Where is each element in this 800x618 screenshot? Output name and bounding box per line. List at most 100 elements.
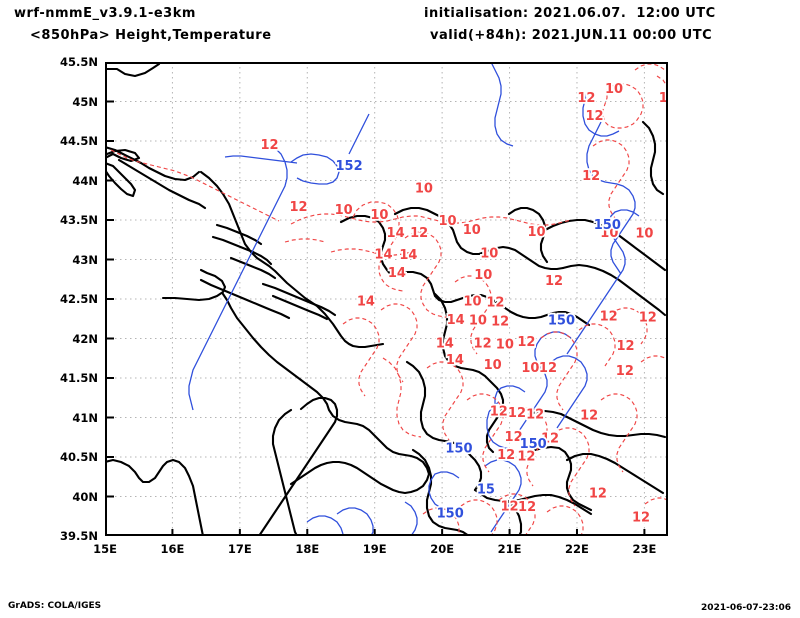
svg-text:10: 10 xyxy=(463,295,481,310)
svg-text:15: 15 xyxy=(477,483,495,498)
svg-text:12: 12 xyxy=(518,500,536,515)
svg-text:14: 14 xyxy=(388,266,406,281)
y-axis-tick-label: 41N xyxy=(72,410,98,425)
initialisation-time: initialisation: 2021.06.07. 12:00 UTC xyxy=(424,6,716,21)
svg-text:10: 10 xyxy=(600,226,618,241)
svg-text:12: 12 xyxy=(582,169,600,184)
svg-text:10: 10 xyxy=(635,227,653,242)
y-axis-tick-label: 39.5N xyxy=(60,529,98,543)
svg-text:14: 14 xyxy=(399,248,417,263)
x-axis-tick-label: 16E xyxy=(160,542,185,556)
svg-text:10: 10 xyxy=(474,268,492,283)
svg-text:1: 1 xyxy=(659,91,668,106)
svg-text:12: 12 xyxy=(539,361,557,376)
svg-text:14: 14 xyxy=(447,313,465,328)
svg-text:12: 12 xyxy=(486,295,504,310)
svg-text:12: 12 xyxy=(582,169,600,184)
svg-text:12: 12 xyxy=(616,364,634,379)
svg-text:10: 10 xyxy=(480,246,498,261)
grads-credit: GrADS: COLA/IGES xyxy=(8,601,102,611)
svg-text:12: 12 xyxy=(517,335,535,350)
svg-text:12: 12 xyxy=(589,487,607,502)
y-axis-tick-label: 45.5N xyxy=(60,55,98,69)
svg-text:12: 12 xyxy=(490,404,508,419)
svg-text:10: 10 xyxy=(605,82,623,97)
svg-text:150: 150 xyxy=(445,442,472,457)
svg-text:12: 12 xyxy=(518,500,536,515)
svg-text:12: 12 xyxy=(541,431,559,446)
svg-text:15: 15 xyxy=(477,483,495,498)
svg-text:10: 10 xyxy=(370,208,388,223)
y-axis-tick-label: 43N xyxy=(72,252,98,267)
svg-text:12: 12 xyxy=(486,295,504,310)
svg-text:12: 12 xyxy=(410,226,428,241)
svg-text:12: 12 xyxy=(410,226,428,241)
svg-text:14: 14 xyxy=(387,226,405,241)
svg-text:14: 14 xyxy=(446,353,464,368)
svg-text:12: 12 xyxy=(505,430,523,445)
svg-text:150: 150 xyxy=(437,506,464,521)
svg-text:12: 12 xyxy=(508,406,526,421)
svg-text:12: 12 xyxy=(616,339,634,354)
x-axis-tick-label: 17E xyxy=(227,542,252,556)
field-subtitle: <850hPa> Height,Temperature xyxy=(30,28,272,43)
svg-text:14: 14 xyxy=(447,313,465,328)
svg-text:12: 12 xyxy=(517,335,535,350)
svg-text:14: 14 xyxy=(399,248,417,263)
svg-text:12: 12 xyxy=(580,408,598,423)
svg-text:10: 10 xyxy=(463,295,481,310)
svg-text:150: 150 xyxy=(594,218,621,233)
svg-text:10: 10 xyxy=(415,182,433,197)
svg-text:10: 10 xyxy=(484,358,502,373)
svg-text:12: 12 xyxy=(497,448,515,463)
svg-text:150: 150 xyxy=(520,437,547,452)
svg-text:10: 10 xyxy=(463,223,481,238)
y-axis-tick-label: 41.5N xyxy=(60,371,98,385)
gridlines xyxy=(105,62,668,536)
x-axis-tick-label: 23E xyxy=(632,542,657,556)
svg-text:10: 10 xyxy=(370,208,388,223)
svg-text:12: 12 xyxy=(589,487,607,502)
x-axis-tick-label: 15E xyxy=(93,542,117,556)
svg-text:12: 12 xyxy=(526,408,544,423)
svg-text:150: 150 xyxy=(548,314,575,329)
svg-text:14: 14 xyxy=(374,247,392,262)
svg-text:12: 12 xyxy=(585,109,603,124)
svg-text:12: 12 xyxy=(289,200,307,215)
svg-text:10: 10 xyxy=(600,226,618,241)
svg-text:10: 10 xyxy=(527,225,545,240)
svg-text:10: 10 xyxy=(496,337,514,352)
svg-text:12: 12 xyxy=(545,274,563,289)
svg-text:12: 12 xyxy=(497,448,515,463)
svg-text:12: 12 xyxy=(639,310,657,325)
svg-text:10: 10 xyxy=(438,214,456,229)
svg-text:12: 12 xyxy=(491,314,509,329)
svg-text:12: 12 xyxy=(260,138,278,153)
svg-text:12: 12 xyxy=(600,310,618,325)
svg-text:12: 12 xyxy=(616,339,634,354)
svg-text:14: 14 xyxy=(374,247,392,262)
svg-text:10: 10 xyxy=(469,314,487,329)
svg-text:14: 14 xyxy=(436,337,454,352)
svg-text:10: 10 xyxy=(521,361,539,376)
svg-text:12: 12 xyxy=(474,337,492,352)
svg-text:152: 152 xyxy=(336,159,363,174)
svg-text:10: 10 xyxy=(463,223,481,238)
svg-text:14: 14 xyxy=(357,295,375,310)
svg-text:14: 14 xyxy=(388,266,406,281)
generation-timestamp: 2021-06-07-23:06 xyxy=(701,603,791,613)
svg-text:12: 12 xyxy=(505,430,523,445)
x-axis-tick-label: 22E xyxy=(565,542,589,556)
svg-text:12: 12 xyxy=(289,200,307,215)
svg-text:12: 12 xyxy=(632,510,650,525)
svg-text:12: 12 xyxy=(517,450,535,465)
svg-text:150: 150 xyxy=(445,442,472,457)
svg-text:152: 152 xyxy=(336,159,363,174)
svg-text:10: 10 xyxy=(415,182,433,197)
svg-text:12: 12 xyxy=(580,408,598,423)
y-axis-tick-label: 42.5N xyxy=(60,292,98,306)
svg-text:12: 12 xyxy=(616,364,634,379)
svg-text:12: 12 xyxy=(577,91,595,106)
